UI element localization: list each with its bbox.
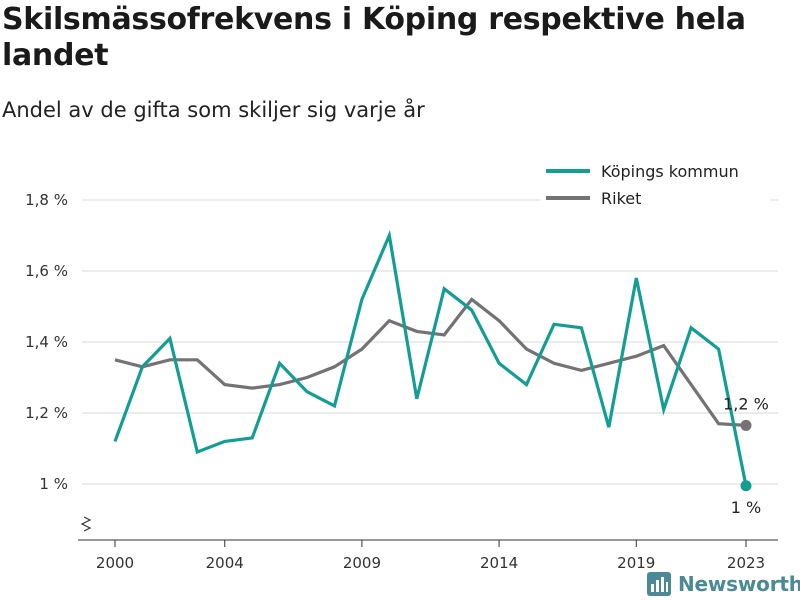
series-line-kopings-kommun — [113, 229, 748, 487]
end-point-marker — [740, 480, 752, 492]
x-tick-label: 2023 — [727, 554, 765, 572]
x-axis-labels: 2000 2004 2009 2014 2019 2023 — [96, 554, 765, 572]
y-tick-label: 1,2 % — [25, 404, 68, 422]
x-tick-label: 2000 — [96, 554, 134, 572]
legend: Köpings kommun Riket — [540, 156, 770, 214]
legend-background — [540, 156, 770, 214]
legend-label: Köpings kommun — [601, 162, 739, 181]
chart-title: Skilsmässofrekvens i Köping respektive h… — [2, 2, 746, 73]
newsworthy-logo-icon — [647, 572, 671, 596]
end-value-label: 1 % — [731, 498, 761, 517]
brand-name: Newsworthy — [678, 572, 800, 596]
chart-subtitle: Andel av de gifta som skiljer sig varje … — [2, 98, 425, 122]
axis-break-icon — [80, 516, 92, 532]
y-tick-label: 1,4 % — [25, 333, 68, 351]
y-tick-label: 1 % — [39, 475, 68, 493]
y-axis-labels: 1 % 1,2 % 1,4 % 1,6 % 1,8 % — [25, 191, 68, 493]
series-lines — [113, 229, 748, 487]
y-tick-label: 1,8 % — [25, 191, 68, 209]
end-labels: 1,2 % 1 % — [723, 394, 769, 516]
legend-label: Riket — [601, 189, 641, 208]
series-line-riket — [114, 297, 747, 427]
x-axis — [78, 516, 778, 547]
y-tick-label: 1,6 % — [25, 262, 68, 280]
newsworthy-logo: Newsworthy — [646, 570, 800, 598]
x-tick-label: 2014 — [480, 554, 518, 572]
x-tick-label: 2019 — [617, 554, 655, 572]
end-point-marker — [740, 419, 752, 431]
end-value-label: 1,2 % — [723, 394, 769, 413]
x-tick-label: 2009 — [343, 554, 381, 572]
x-tick-label: 2004 — [206, 554, 244, 572]
